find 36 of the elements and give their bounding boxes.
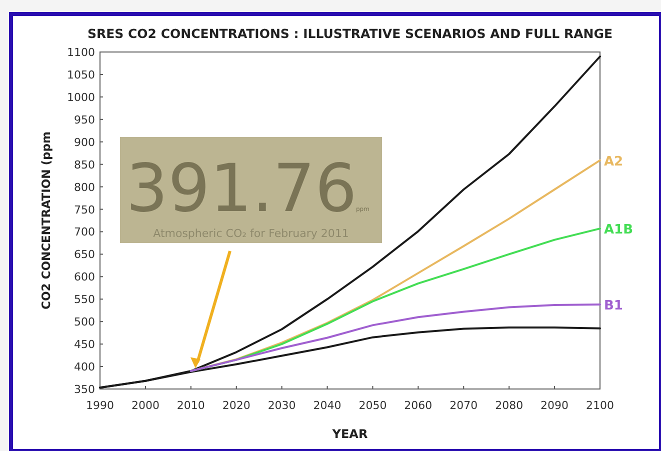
y-tick-label: 350 — [74, 383, 95, 396]
y-axis-title: CO2 CONCENTRATION (ppm — [39, 132, 53, 310]
y-tick-label: 650 — [74, 248, 95, 262]
x-tick-label: 2080 — [495, 399, 524, 412]
y-tick-label: 1100 — [67, 46, 95, 59]
annotation: 391.76 — [126, 150, 357, 227]
y-tick-label: 1050 — [67, 68, 95, 82]
y-tick-label: 850 — [74, 158, 95, 172]
x-tick-label: 2030 — [268, 399, 296, 412]
y-tick-label: 800 — [74, 180, 95, 194]
series-label: A2 — [604, 154, 624, 170]
y-tick-label: 1000 — [67, 90, 95, 104]
x-tick-label: 2020 — [222, 399, 250, 412]
x-tick-label: 2050 — [358, 399, 387, 412]
chart-title: SRES CO2 CONCENTRATIONS : ILLUSTRATIVE SCENARIOS AND FULL RANGE — [87, 26, 613, 41]
x-tick-label: 2060 — [404, 399, 432, 412]
x-axis-title: YEAR — [331, 427, 368, 441]
x-tick-label: 2070 — [450, 399, 478, 412]
x-tick-label: 1990 — [86, 399, 114, 412]
x-tick-label: 2040 — [313, 399, 342, 412]
y-tick-label: 900 — [74, 136, 95, 149]
y-tick-label: 550 — [74, 293, 95, 306]
x-tick-label: 2010 — [176, 399, 205, 412]
y-tick-label: 500 — [74, 316, 95, 329]
x-tick-label: 2100 — [586, 399, 614, 412]
series-label: B1 — [604, 298, 623, 314]
y-tick-label: 400 — [74, 360, 95, 374]
x-tick-label: 2090 — [540, 399, 569, 412]
x-tick-label: 2000 — [131, 399, 160, 412]
y-tick-label: 450 — [74, 338, 95, 352]
series-label: A1B — [604, 222, 634, 238]
y-tick-label: 750 — [74, 203, 95, 216]
y-tick-label: 600 — [74, 270, 95, 284]
y-tick-label: 950 — [74, 113, 95, 126]
line-series — [190, 304, 601, 372]
y-tick-label: 700 — [74, 226, 95, 239]
